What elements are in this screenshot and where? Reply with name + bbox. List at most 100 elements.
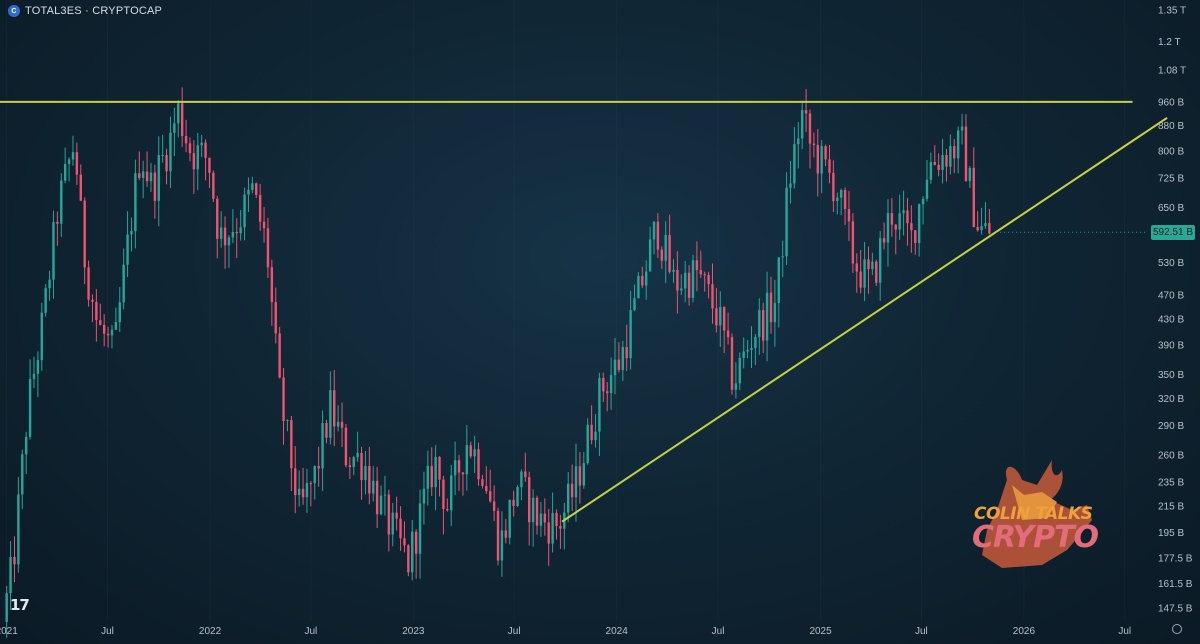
candle-body — [196, 145, 199, 170]
candle-body — [161, 154, 164, 156]
candle-body — [941, 155, 944, 170]
y-tick-label: 1.2 T — [1158, 37, 1181, 48]
candle-body — [481, 479, 484, 486]
candle-body — [418, 503, 422, 554]
candle-body — [313, 466, 316, 484]
candle-body — [434, 456, 437, 488]
candle-body — [309, 483, 313, 485]
y-tick-label: 161.5 B — [1158, 579, 1193, 590]
candle-body — [594, 431, 597, 441]
candle-body — [223, 227, 227, 246]
candle-body — [247, 189, 250, 195]
candle-body — [906, 210, 909, 224]
candle-body — [703, 274, 706, 276]
candle-body — [180, 103, 184, 136]
candle-body — [687, 272, 691, 298]
candle-body — [372, 480, 375, 494]
candle-body — [629, 310, 632, 359]
candle-body — [921, 198, 925, 205]
candle-body — [461, 472, 465, 475]
y-tick-label: 320 B — [1158, 394, 1184, 405]
candle-body — [758, 310, 761, 337]
y-tick-label: 430 B — [1158, 314, 1184, 325]
gear-icon[interactable] — [1172, 624, 1182, 634]
candle-body — [500, 530, 504, 561]
candle-body — [426, 465, 430, 489]
candle-body — [473, 449, 476, 457]
candle-body — [243, 194, 246, 228]
symbol-header[interactable]: C TOTAL3ES · CRYPTOCAP — [8, 5, 162, 17]
candle-body — [621, 347, 625, 371]
candle-body — [839, 189, 843, 198]
y-tick-label: 800 B — [1158, 147, 1184, 158]
candle-body — [910, 223, 913, 231]
candle-body — [800, 110, 804, 139]
candle-body — [863, 259, 866, 288]
candle-body — [539, 513, 543, 526]
candle-body — [95, 301, 98, 321]
candle-body — [149, 172, 153, 182]
candle-body — [976, 227, 979, 231]
candle-body — [871, 261, 874, 270]
candle-body — [691, 260, 695, 298]
candle-body — [258, 194, 262, 222]
candle-body — [278, 333, 281, 378]
candle-body — [379, 495, 383, 515]
candle-body — [352, 457, 355, 468]
y-tick-label: 960 B — [1158, 97, 1184, 108]
tradingview-logo[interactable]: 17 — [10, 596, 30, 614]
x-tick-label: Jul — [101, 626, 114, 637]
candle-body — [282, 377, 285, 421]
candle-body — [933, 162, 936, 165]
y-tick-label: 880 B — [1158, 121, 1184, 132]
candle-body — [797, 138, 800, 145]
candle-body — [325, 423, 328, 438]
candle-body — [812, 143, 816, 146]
x-tick-label: 2024 — [606, 626, 629, 637]
candle-body — [695, 260, 699, 271]
candle-body — [567, 483, 570, 513]
candle-body — [719, 306, 722, 326]
candle-body — [157, 155, 160, 201]
symbol-title: TOTAL3ES · CRYPTOCAP — [25, 5, 163, 17]
candle-body — [399, 518, 402, 539]
y-tick-label: 215 B — [1158, 502, 1184, 513]
candle-body — [761, 310, 765, 341]
candle-body — [63, 164, 67, 181]
candle-body — [56, 221, 59, 224]
candle-body — [17, 494, 20, 565]
candle-body — [843, 189, 847, 210]
candle-body — [407, 545, 410, 573]
candle-body — [851, 221, 855, 264]
candle-body — [793, 144, 796, 184]
candle-body — [508, 499, 511, 538]
candle-body — [368, 466, 371, 494]
candles — [5, 87, 991, 638]
y-tick-label: 147.5 B — [1158, 603, 1193, 614]
candle-body — [574, 466, 578, 498]
candle-body — [699, 270, 703, 275]
cryptocap-icon: C — [8, 5, 20, 17]
candle-body — [738, 358, 742, 384]
candle-body — [414, 531, 418, 554]
x-tick-label: Jul — [304, 626, 317, 637]
candle-body — [438, 456, 441, 480]
candle-body — [465, 445, 469, 475]
candle-body — [21, 454, 24, 495]
candle-body — [754, 336, 757, 349]
current-price-label: 592.51 B — [1151, 224, 1195, 240]
candle-body — [902, 210, 905, 214]
candle-body — [633, 298, 636, 311]
candle-body — [742, 351, 745, 359]
candle-body — [847, 209, 851, 222]
candle-body — [44, 288, 47, 313]
candle-body — [894, 224, 897, 230]
candle-body — [715, 308, 718, 326]
candle-body — [590, 424, 593, 441]
candle-body — [914, 230, 917, 243]
candle-body — [609, 375, 613, 394]
candle-body — [290, 420, 293, 469]
candle-body — [956, 130, 960, 159]
candle-body — [953, 146, 956, 159]
